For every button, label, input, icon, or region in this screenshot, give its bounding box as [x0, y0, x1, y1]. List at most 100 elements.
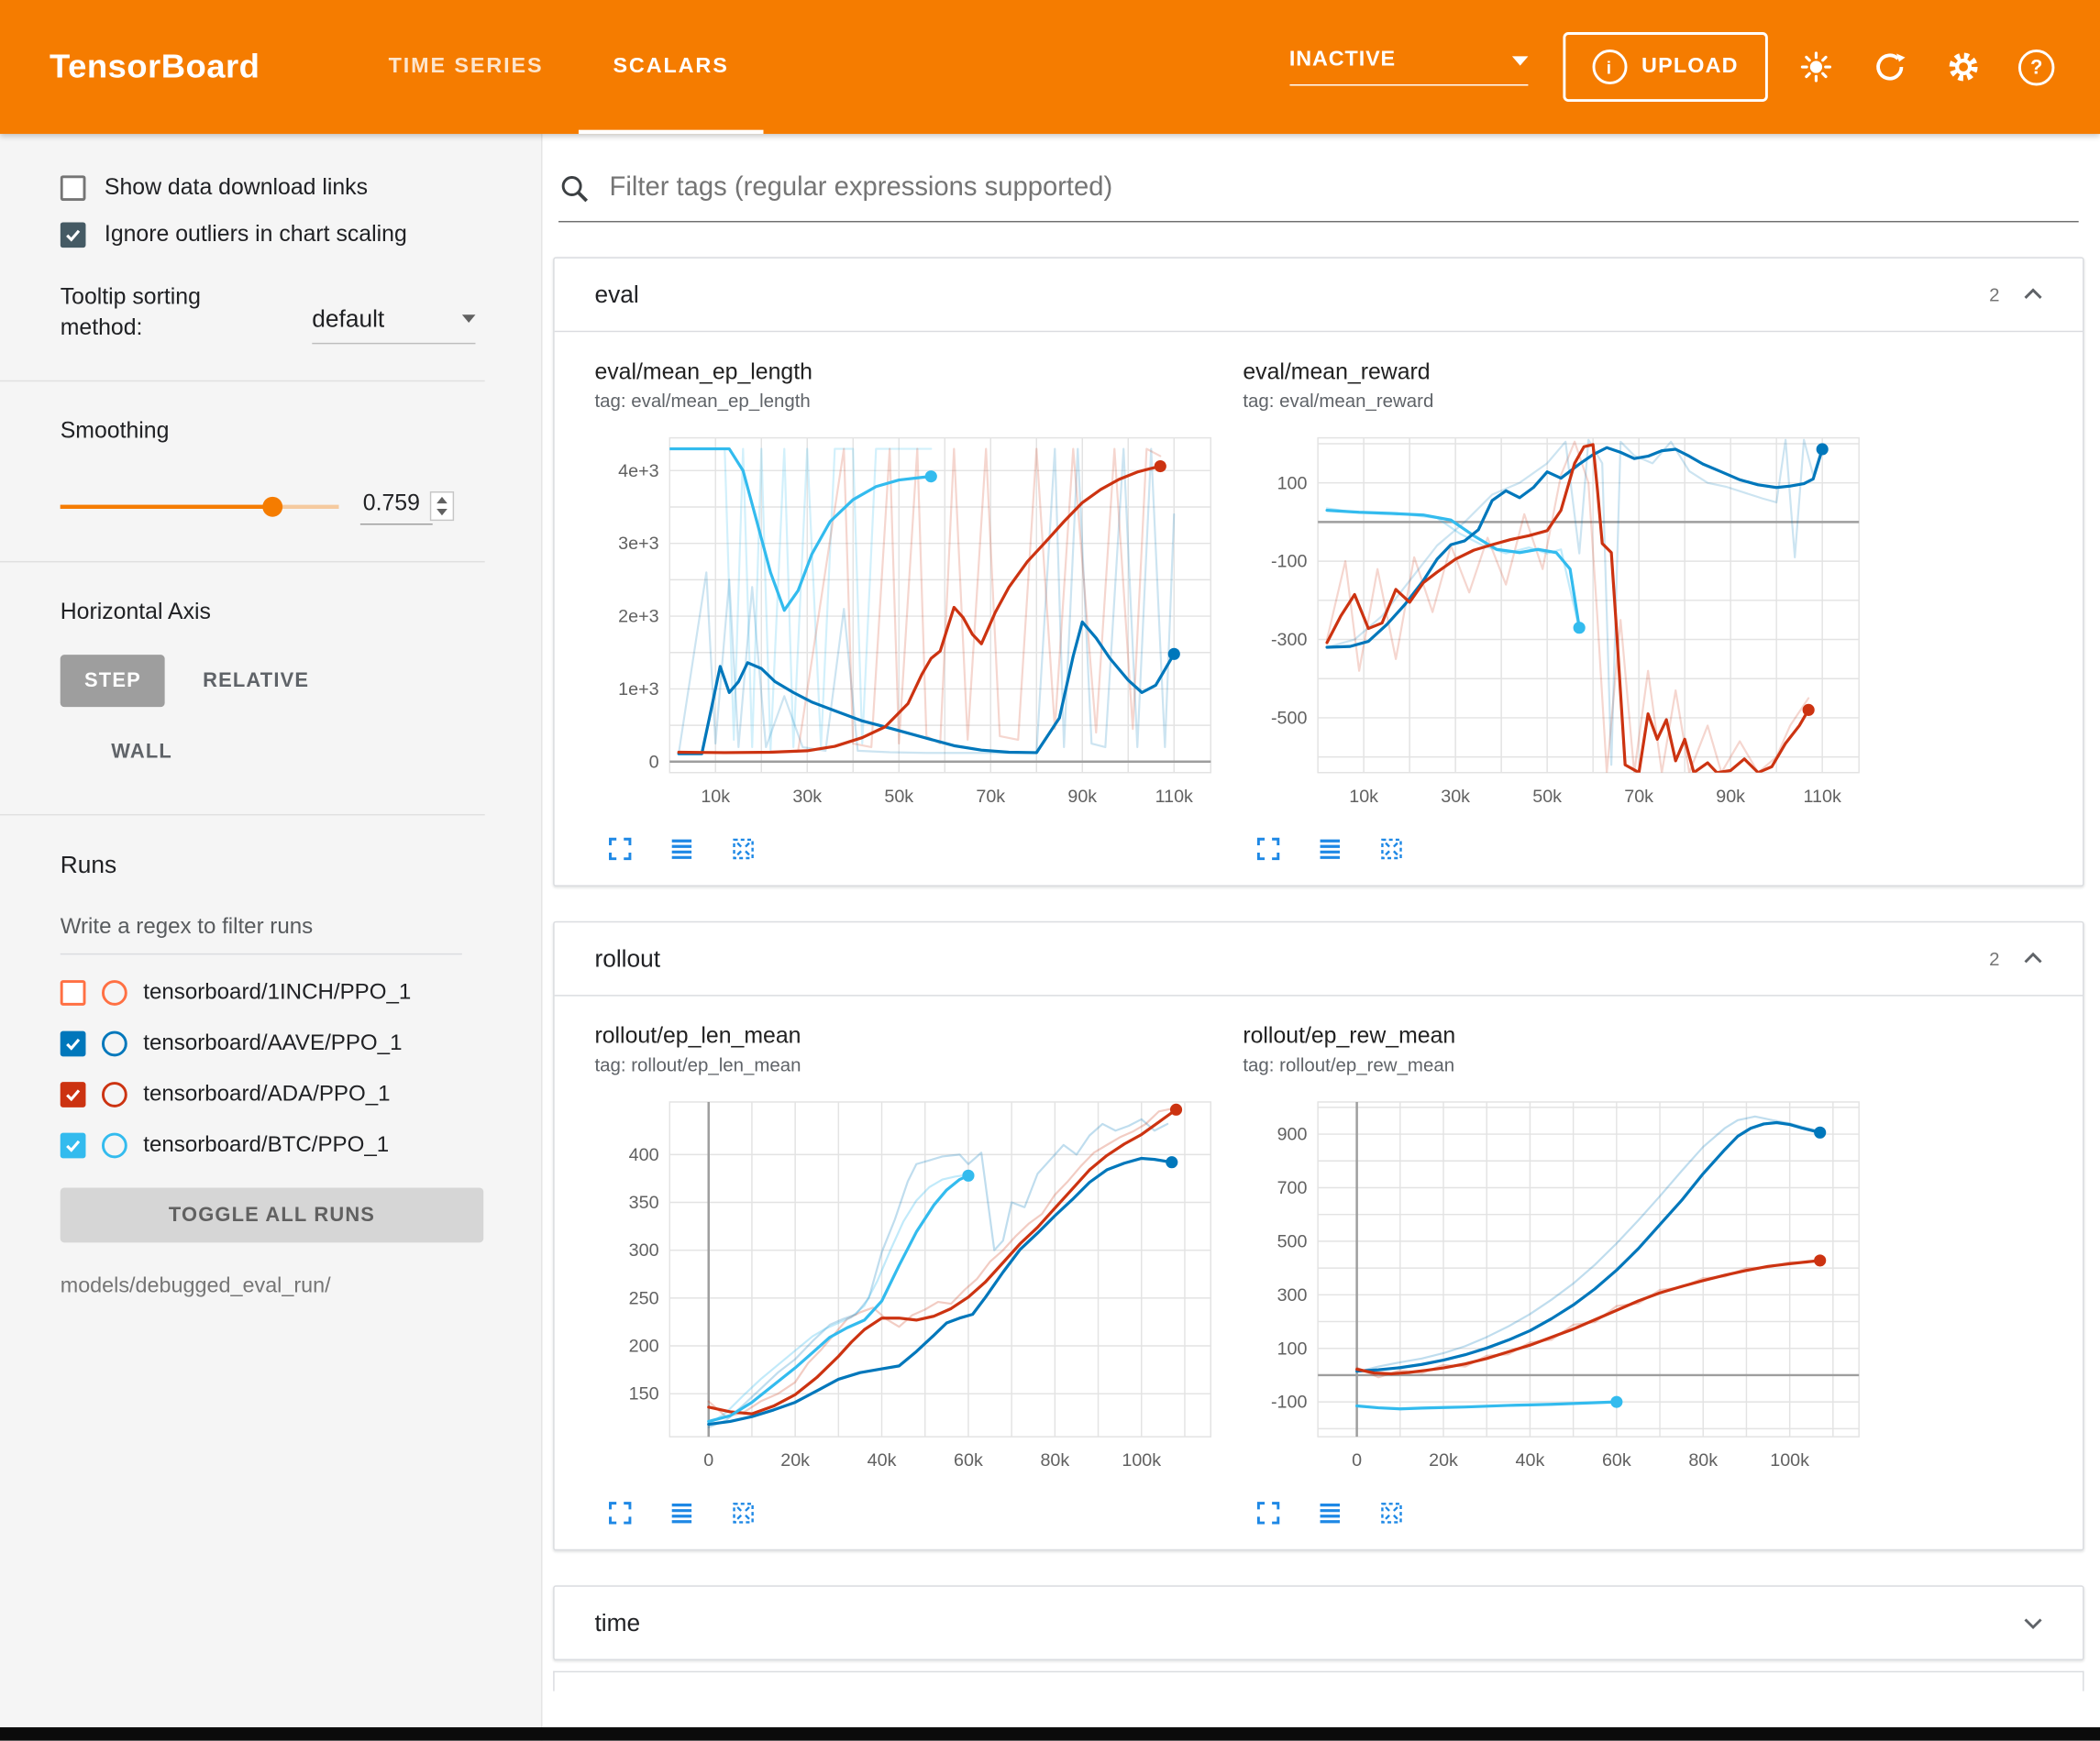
section-header-rollout[interactable]: rollout 2	[555, 922, 2083, 996]
divider	[0, 814, 485, 815]
svg-text:90k: 90k	[1067, 787, 1097, 807]
data-table-icon[interactable]	[667, 834, 696, 864]
toggle-all-runs-button[interactable]: TOGGLE ALL RUNS	[61, 1187, 484, 1242]
svg-text:80k: 80k	[1040, 1450, 1069, 1471]
ignore-outliers-label: Ignore outliers in chart scaling	[105, 221, 407, 248]
svg-text:2e+3: 2e+3	[618, 607, 658, 627]
axis-wall-button[interactable]: WALL	[87, 725, 196, 777]
chart-tag: tag: eval/mean_ep_length	[594, 390, 1223, 411]
svg-text:10k: 10k	[1349, 787, 1378, 807]
chart-canvas[interactable]: 100-100-300-50010k30k50k70k90k110k	[1243, 422, 1872, 818]
chart-canvas[interactable]: 01e+32e+33e+34e+310k30k50k70k90k110k	[594, 422, 1223, 818]
run-name: tensorboard/BTC/PPO_1	[143, 1132, 389, 1158]
svg-text:50k: 50k	[1532, 787, 1562, 807]
fit-domain-icon[interactable]	[729, 1498, 758, 1527]
chart-tag: tag: rollout/ep_len_mean	[594, 1053, 1223, 1074]
settings-gear-icon[interactable]	[1945, 49, 1983, 86]
section-title: rollout	[594, 944, 1989, 973]
run-row-aave[interactable]: tensorboard/AAVE/PPO_1	[61, 1030, 517, 1056]
run-row-1inch[interactable]: tensorboard/1INCH/PPO_1	[61, 980, 517, 1006]
show-download-links-checkbox[interactable]	[61, 175, 86, 201]
spinner-up-icon[interactable]	[437, 497, 448, 503]
data-table-icon[interactable]	[1315, 1498, 1344, 1527]
run-checkbox[interactable]	[61, 1082, 86, 1107]
tooltip-sorting-dropdown[interactable]: default	[312, 305, 475, 344]
chart-eval-mean-reward: eval/mean_reward tag: eval/mean_reward 1…	[1243, 358, 1872, 864]
status-dropdown[interactable]: INACTIVE	[1289, 49, 1528, 86]
section-card-rollout: rollout 2 rollout/ep_len_mean tag: rollo…	[553, 921, 2083, 1550]
show-download-links-row[interactable]: Show data download links	[61, 174, 517, 201]
top-nav: TIME SERIES SCALARS	[354, 0, 764, 134]
data-table-icon[interactable]	[667, 1498, 696, 1527]
data-table-icon[interactable]	[1315, 834, 1344, 864]
svg-text:100k: 100k	[1122, 1450, 1161, 1471]
svg-text:110k: 110k	[1155, 787, 1193, 807]
chevron-up-icon[interactable]	[2018, 280, 2048, 309]
section-card-time: time	[553, 1585, 2083, 1660]
slider-handle[interactable]	[262, 497, 282, 517]
svg-text:700: 700	[1277, 1178, 1308, 1198]
svg-text:3e+3: 3e+3	[618, 534, 658, 554]
svg-text:-500: -500	[1271, 708, 1307, 728]
run-color-ring[interactable]	[102, 1030, 127, 1056]
section-title: time	[594, 1609, 1999, 1637]
expand-chart-icon[interactable]	[1254, 834, 1283, 864]
run-checkbox[interactable]	[61, 1132, 86, 1158]
smoothing-value[interactable]: 0.759	[360, 487, 433, 524]
number-spinner[interactable]	[430, 491, 454, 521]
fit-domain-icon[interactable]	[729, 834, 758, 864]
section-body: eval/mean_ep_length tag: eval/mean_ep_le…	[555, 332, 2083, 885]
help-icon[interactable]: ?	[2018, 49, 2054, 84]
upload-label: UPLOAD	[1641, 55, 1739, 79]
run-color-ring[interactable]	[102, 1132, 127, 1158]
expand-chart-icon[interactable]	[605, 1498, 635, 1527]
chevron-up-icon[interactable]	[2018, 944, 2048, 974]
section-header-time[interactable]: time	[555, 1587, 2083, 1659]
tag-filter-input[interactable]	[607, 171, 2079, 205]
axis-relative-button[interactable]: RELATIVE	[179, 655, 334, 707]
chart-tag: tag: eval/mean_reward	[1243, 390, 1872, 411]
ignore-outliers-checkbox[interactable]	[61, 222, 86, 248]
brightness-icon[interactable]	[1797, 49, 1835, 86]
smoothing-slider[interactable]	[61, 495, 339, 516]
run-checkbox[interactable]	[61, 1030, 86, 1056]
chart-rollout-ep-len-mean: rollout/ep_len_mean tag: rollout/ep_len_…	[594, 1023, 1223, 1528]
run-checkbox[interactable]	[61, 980, 86, 1006]
spinner-down-icon[interactable]	[437, 509, 448, 515]
axis-step-button[interactable]: STEP	[61, 655, 165, 707]
run-row-btc[interactable]: tensorboard/BTC/PPO_1	[61, 1132, 517, 1158]
chevron-down-icon	[1511, 56, 1528, 65]
chart-canvas[interactable]: 400350300250200150020k40k60k80k100k	[594, 1085, 1223, 1482]
svg-text:20k: 20k	[780, 1450, 810, 1471]
section-header-eval[interactable]: eval 2	[555, 259, 2083, 332]
run-color-ring[interactable]	[102, 1082, 127, 1107]
expand-chart-icon[interactable]	[1254, 1498, 1283, 1527]
divider	[0, 380, 485, 381]
runs-label: Runs	[61, 852, 517, 880]
run-name: tensorboard/AAVE/PPO_1	[143, 1030, 402, 1056]
svg-text:4e+3: 4e+3	[618, 461, 658, 481]
run-color-ring[interactable]	[102, 980, 127, 1006]
run-row-ada[interactable]: tensorboard/ADA/PPO_1	[61, 1082, 517, 1107]
svg-text:100k: 100k	[1770, 1450, 1809, 1471]
chevron-down-icon[interactable]	[2018, 1608, 2048, 1637]
refresh-icon[interactable]	[1871, 49, 1908, 86]
runs-filter-input[interactable]	[61, 904, 462, 954]
smoothing-value-input[interactable]: 0.759	[360, 487, 454, 524]
svg-text:200: 200	[629, 1337, 659, 1357]
svg-text:0: 0	[649, 752, 659, 772]
tab-scalars[interactable]: SCALARS	[578, 0, 763, 134]
chart-toolbar	[605, 834, 1224, 864]
fit-domain-icon[interactable]	[1376, 834, 1406, 864]
upload-button[interactable]: i UPLOAD	[1563, 32, 1768, 102]
expand-chart-icon[interactable]	[605, 834, 635, 864]
svg-text:30k: 30k	[792, 787, 822, 807]
show-download-links-label: Show data download links	[105, 174, 368, 201]
svg-text:-100: -100	[1271, 1393, 1307, 1413]
chart-canvas[interactable]: 900700500300100-100020k40k60k80k100k	[1243, 1085, 1872, 1482]
svg-text:50k: 50k	[884, 787, 913, 807]
ignore-outliers-row[interactable]: Ignore outliers in chart scaling	[61, 221, 517, 248]
fit-domain-icon[interactable]	[1376, 1498, 1406, 1527]
chart-rollout-ep-rew-mean: rollout/ep_rew_mean tag: rollout/ep_rew_…	[1243, 1023, 1872, 1528]
tab-time-series[interactable]: TIME SERIES	[354, 0, 579, 134]
